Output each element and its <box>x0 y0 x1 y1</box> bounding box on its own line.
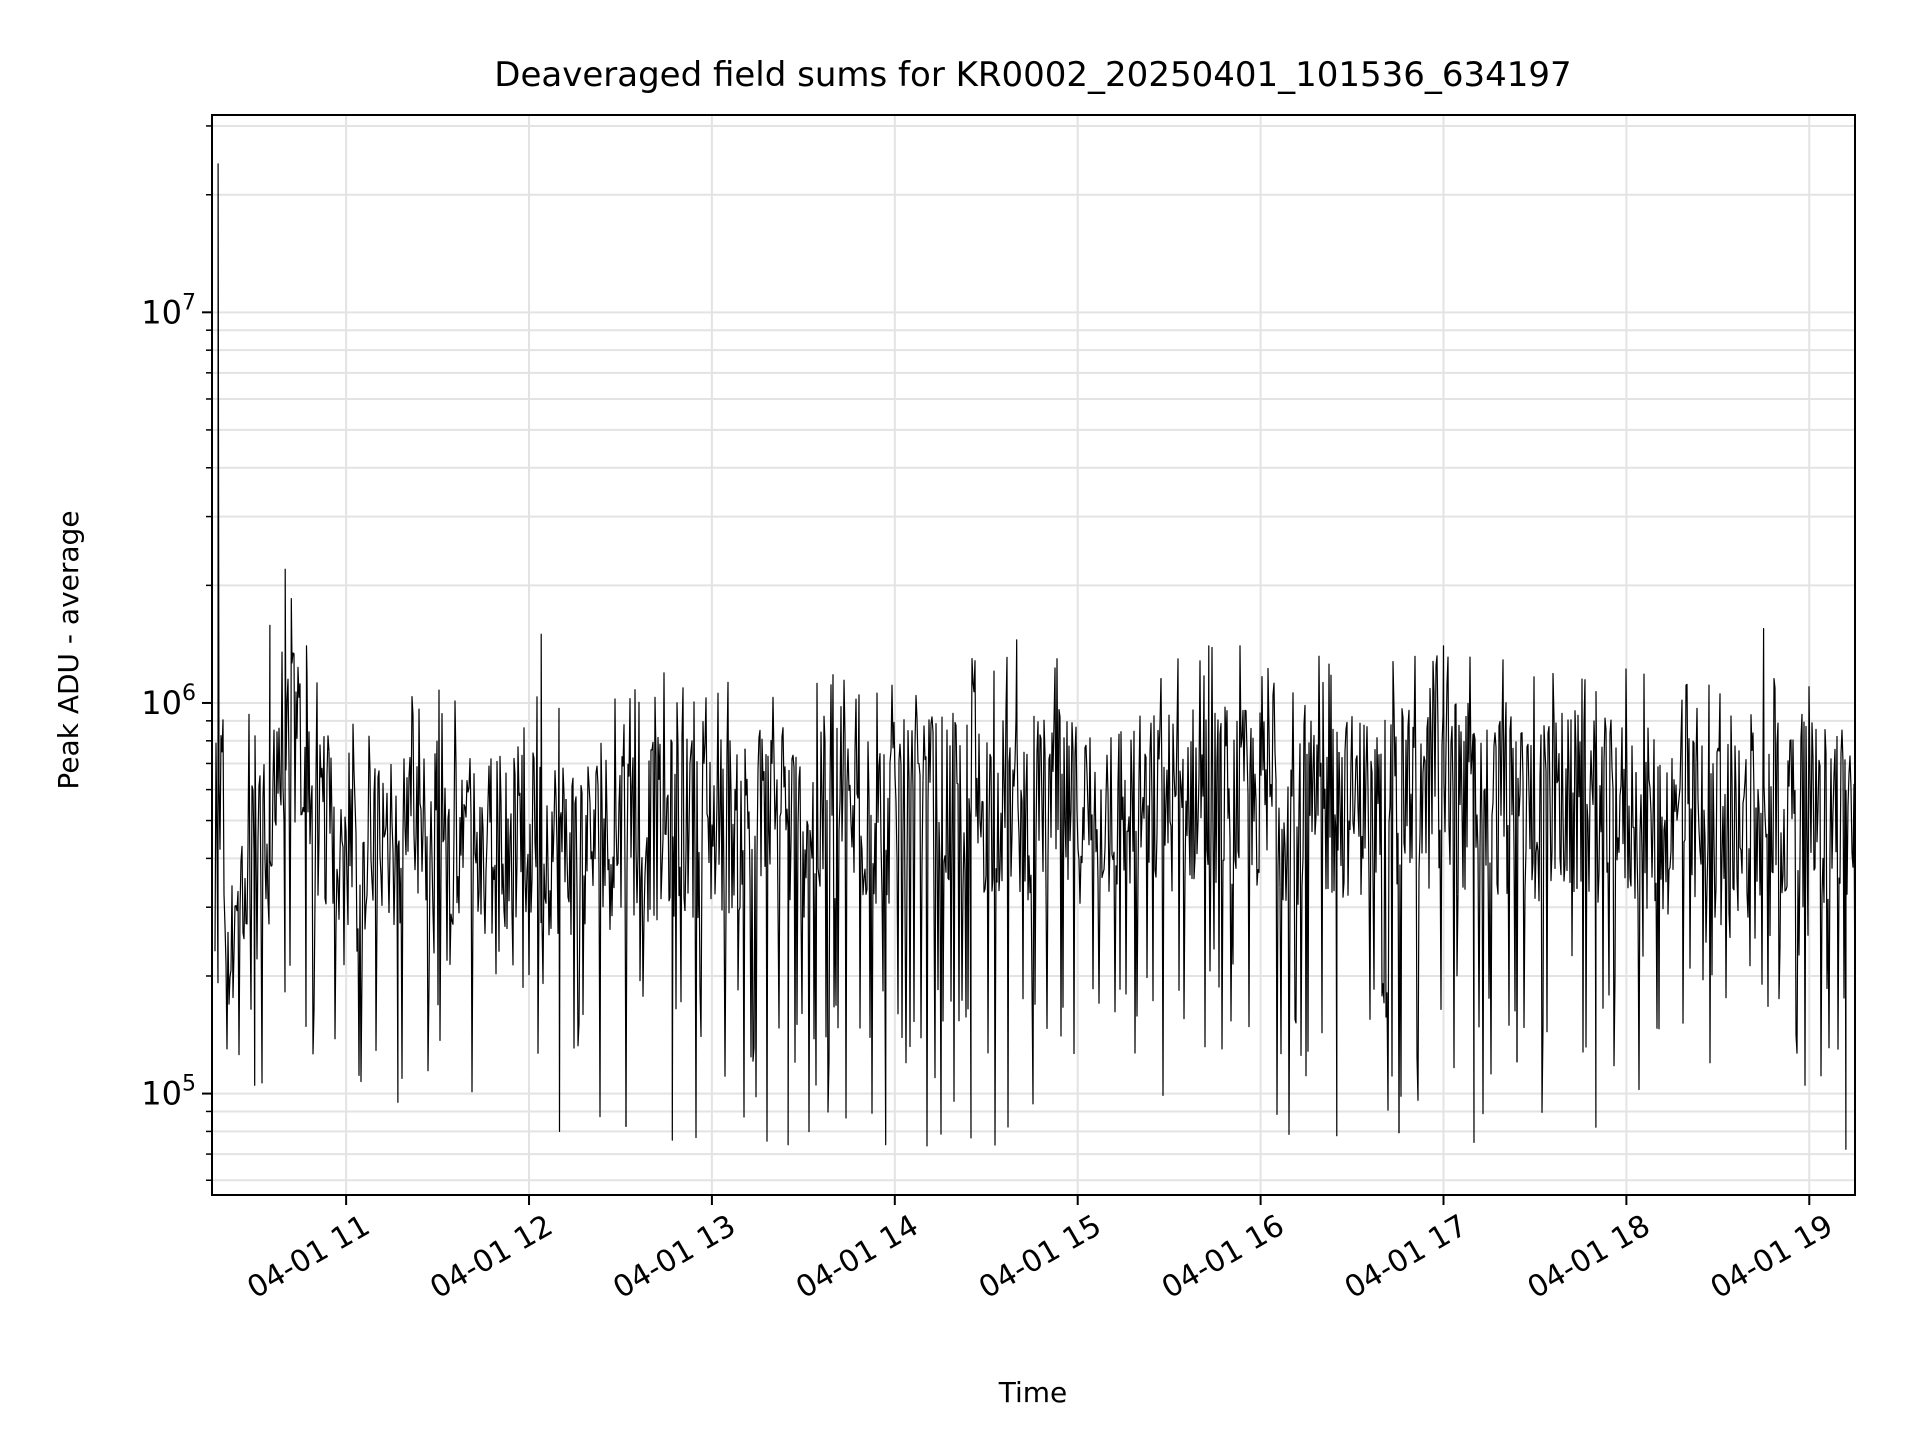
y-axis-label: Peak ADU - average <box>52 510 85 789</box>
series-line <box>922 658 983 1147</box>
series-line <box>1219 645 1281 1115</box>
series-line <box>565 698 627 1127</box>
series-line <box>1040 658 1102 1055</box>
series-line <box>1755 628 1816 1086</box>
series-line-group <box>214 163 1856 1150</box>
series-line <box>1398 645 1459 1134</box>
series-line <box>328 723 390 1083</box>
series-line <box>1457 656 1518 1143</box>
y-tick-label: 106 <box>141 681 196 722</box>
series-line <box>271 568 330 1055</box>
series-line <box>1695 684 1757 1064</box>
series-line <box>684 681 746 1139</box>
x-axis-label: Time <box>998 1376 1068 1409</box>
series-line <box>388 689 449 1103</box>
series-line <box>1279 655 1340 1137</box>
series-line <box>1338 661 1400 1134</box>
series-line <box>1160 645 1221 1096</box>
series-line <box>447 700 509 1093</box>
series-line <box>1100 678 1162 1054</box>
series-line <box>214 163 273 1086</box>
series-line <box>1576 668 1637 1128</box>
series-line <box>625 672 686 1141</box>
series-line <box>863 684 924 1146</box>
axes-frame <box>211 114 1856 1196</box>
chart-title: Deaveraged field sums for KR0002_2025040… <box>494 55 1571 95</box>
series-line <box>507 633 567 1132</box>
y-tick-label: 105 <box>141 1072 196 1113</box>
series-line <box>803 674 865 1133</box>
series-line <box>1635 673 1697 1091</box>
y-tick-label: 107 <box>141 290 196 331</box>
series-line <box>981 639 1042 1146</box>
series-line <box>1516 672 1578 1113</box>
series-line <box>1814 728 1856 1150</box>
series-line <box>744 696 805 1146</box>
